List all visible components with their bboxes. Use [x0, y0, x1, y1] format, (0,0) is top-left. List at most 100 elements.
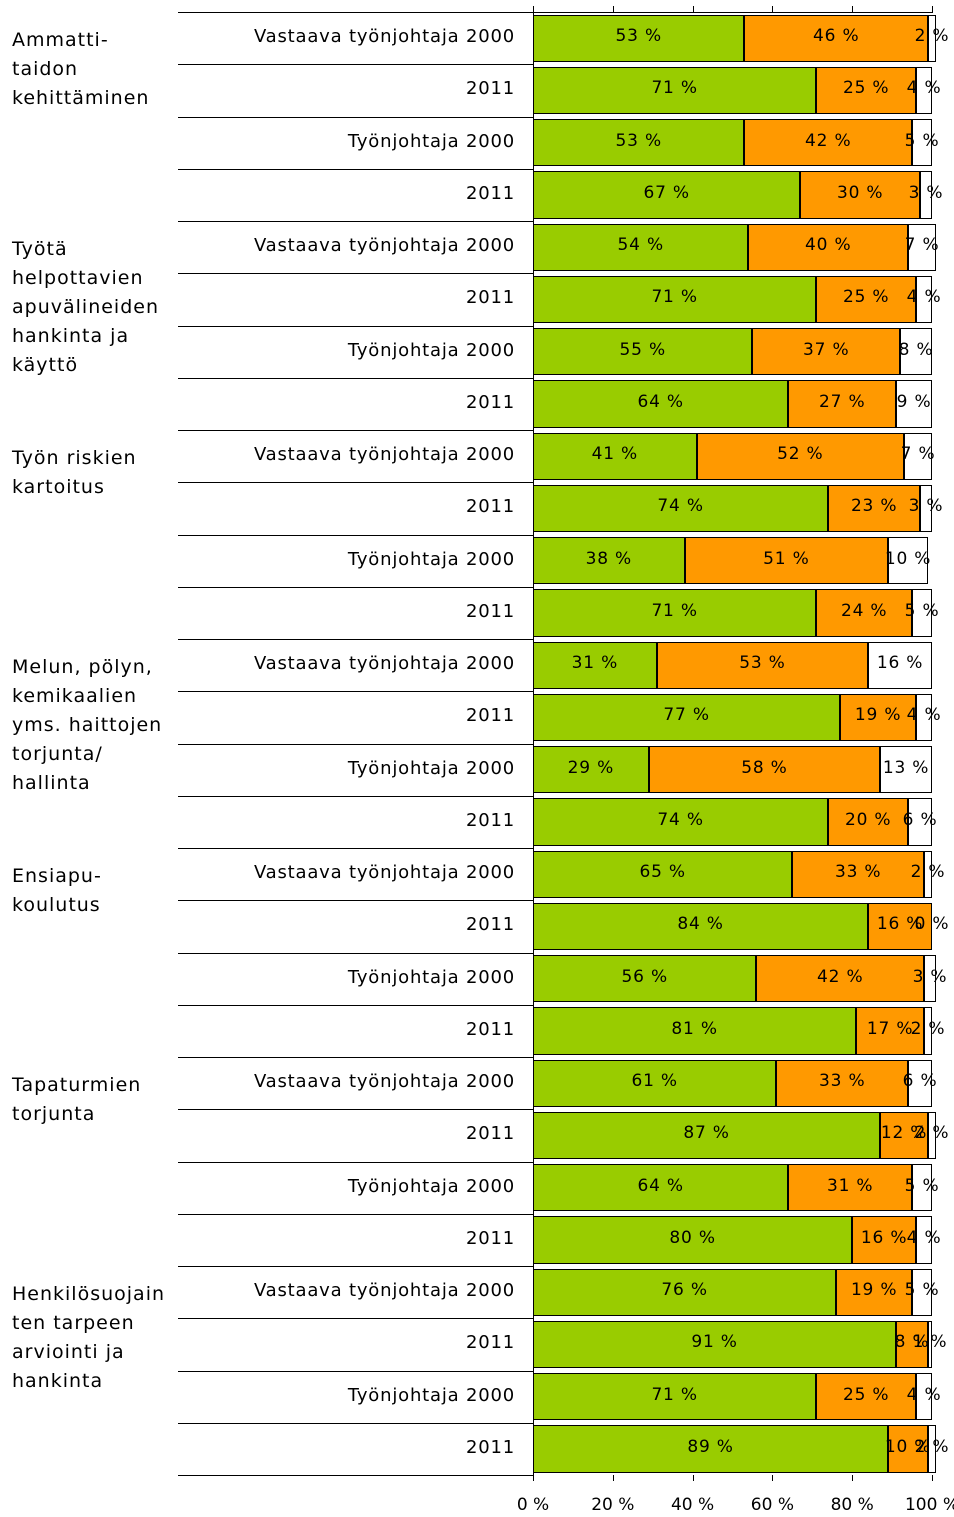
value-label: 3 % [912, 966, 948, 987]
row-label: Työnjohtaja 2000 [347, 130, 515, 152]
row-line [178, 1004, 533, 1006]
value-label: 77 % [663, 705, 710, 726]
row-label: Työnjohtaja 2000 [347, 1384, 515, 1406]
group-label: Melun, pölyn, kemikaalien yms. haittojen… [12, 656, 163, 794]
bar-segment [916, 1373, 932, 1421]
bar-segment [920, 484, 932, 532]
value-label: 51 % [763, 548, 810, 569]
value-label: 4 % [906, 287, 942, 308]
value-label: 2 % [910, 1018, 946, 1039]
bar-segment [916, 693, 932, 741]
bar-segment [533, 641, 657, 689]
bar-segment [912, 1164, 932, 1212]
bar-segment [816, 589, 913, 637]
bar-segment [533, 1059, 777, 1107]
bar-segment [916, 275, 932, 323]
value-label: 2 % [914, 26, 950, 47]
bar-segment [912, 589, 932, 637]
x-tick-label: 60 % [750, 1495, 794, 1515]
bar-segment [896, 380, 932, 428]
row-label: Työnjohtaja 2000 [347, 548, 515, 570]
value-label: 4 % [906, 1384, 942, 1405]
bar-segment [788, 1164, 913, 1212]
value-label: 87 % [683, 1123, 730, 1144]
value-label: 37 % [803, 339, 850, 360]
x-tick-label: 0 % [516, 1495, 550, 1515]
tick-mark [533, 6, 534, 12]
value-label: 4 % [906, 1227, 942, 1248]
bar-segment [920, 171, 932, 219]
bar-segment [928, 1425, 936, 1473]
value-label: 5 % [904, 600, 940, 621]
value-label: 12 % [880, 1123, 928, 1144]
row-label: Työnjohtaja 2000 [347, 966, 515, 988]
bar-segment [868, 641, 932, 689]
bar-segment [533, 1373, 817, 1421]
row-label: Vastaava työnjohtaja 2000 [253, 235, 515, 257]
bar-segment [888, 537, 928, 585]
bar-segment [928, 14, 936, 62]
x-tick-label: 100 % [904, 1495, 954, 1515]
value-label: 52 % [777, 444, 824, 465]
tick-mark [772, 1475, 774, 1481]
row-label: Vastaava työnjohtaja 2000 [253, 26, 515, 48]
row-line [178, 639, 533, 640]
tick-mark [533, 1475, 534, 1481]
value-label: 64 % [637, 391, 684, 412]
row-line [178, 1057, 533, 1058]
value-label: 5 % [904, 1175, 940, 1196]
bar-segment [533, 171, 801, 219]
tick-mark [852, 1475, 854, 1481]
bar-segment [828, 798, 909, 846]
row-line [178, 377, 533, 379]
row-label: 2011 [465, 600, 515, 622]
value-label: 10 % [884, 1436, 932, 1457]
bar-segment [836, 1268, 913, 1316]
value-label: 24 % [840, 600, 888, 621]
value-label: 6 % [902, 809, 938, 830]
bar-segment [924, 1007, 932, 1055]
bar-segment [900, 328, 932, 376]
tick-mark [692, 1475, 694, 1481]
bar-segment [533, 14, 745, 62]
bar-segment [840, 693, 917, 741]
row-label: 2011 [465, 809, 515, 831]
bar-segment [828, 484, 921, 532]
row-label: Työnjohtaja 2000 [347, 339, 515, 361]
row-line [178, 1213, 533, 1215]
row-label: 2011 [465, 78, 515, 100]
value-label: 61 % [631, 1071, 678, 1092]
tick-mark [692, 6, 694, 12]
value-label: 31 % [571, 653, 619, 674]
value-label: 16 % [876, 914, 924, 935]
bar-segment [912, 1268, 932, 1316]
value-label: 2 % [910, 862, 946, 883]
bar-segment [880, 746, 932, 794]
value-label: 81 % [671, 1018, 718, 1039]
value-label: 38 % [585, 548, 632, 569]
bar-segment [756, 955, 925, 1003]
row-line [178, 325, 533, 327]
bar-segment [533, 693, 841, 741]
bar-segment [792, 850, 924, 898]
value-label: 4 % [906, 78, 942, 99]
value-label: 65 % [639, 862, 686, 883]
bar-segment [533, 484, 829, 532]
bar-segment [924, 850, 932, 898]
row-label: 2011 [465, 1018, 515, 1040]
value-label: 53 % [615, 26, 662, 47]
value-label: 33 % [834, 862, 882, 883]
group-label: Ensiapu- koulutus [12, 865, 102, 916]
value-label: 40 % [805, 235, 852, 256]
row-label: Vastaava työnjohtaja 2000 [253, 1280, 515, 1302]
row-label: Työnjohtaja 2000 [347, 1175, 515, 1197]
bar-segment [533, 850, 793, 898]
row-label: 2011 [465, 496, 515, 518]
bar-segment [908, 223, 936, 271]
x-tick-label: 40 % [670, 1495, 715, 1515]
bar-segment [656, 641, 869, 689]
value-label: 0 % [914, 914, 950, 935]
value-label: 56 % [621, 966, 668, 987]
row-line [178, 743, 533, 745]
bar-segment [533, 275, 817, 323]
